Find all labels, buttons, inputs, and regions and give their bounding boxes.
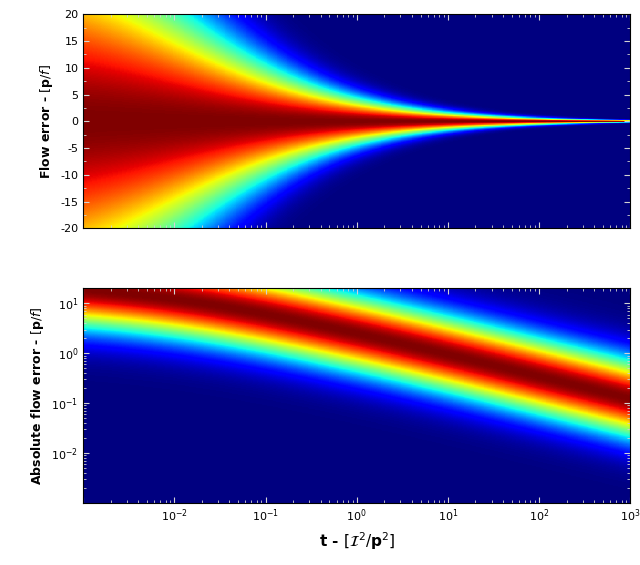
- X-axis label: $\mathbf{t}$ - $[\mathcal{I}^2/\mathbf{p}^2]$: $\mathbf{t}$ - $[\mathcal{I}^2/\mathbf{p…: [319, 530, 395, 551]
- Y-axis label: Absolute flow error - $[\mathbf{p}/f]$: Absolute flow error - $[\mathbf{p}/f]$: [29, 306, 46, 485]
- Y-axis label: Flow error - $[\mathbf{p}/f]$: Flow error - $[\mathbf{p}/f]$: [38, 64, 54, 179]
